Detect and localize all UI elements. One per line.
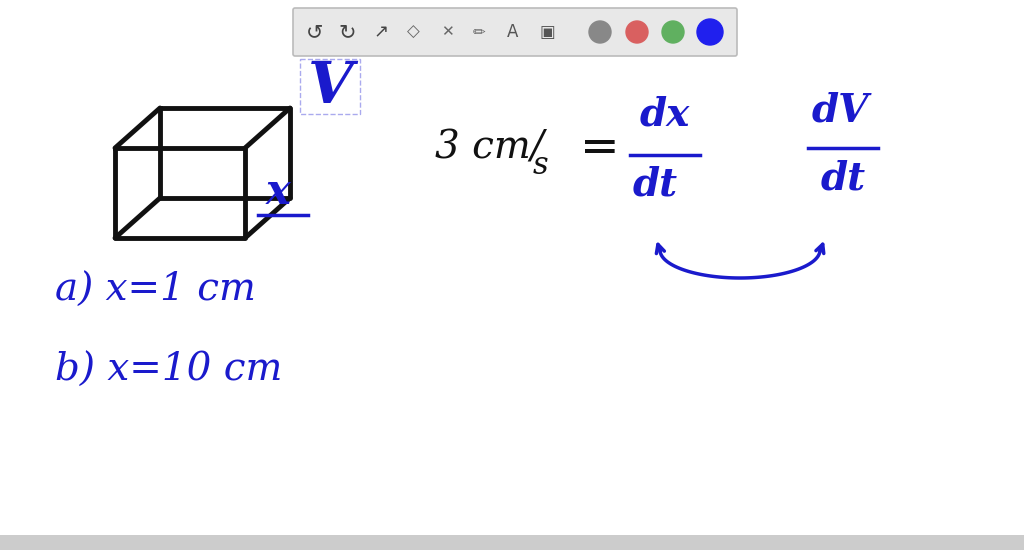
Text: ✏: ✏ bbox=[473, 25, 485, 40]
Text: ◇: ◇ bbox=[407, 23, 420, 41]
Text: ↻: ↻ bbox=[338, 22, 355, 42]
Text: =: = bbox=[581, 125, 620, 170]
Circle shape bbox=[589, 21, 611, 43]
Text: 3 cm/: 3 cm/ bbox=[435, 129, 544, 167]
Text: x: x bbox=[265, 171, 291, 213]
Text: s: s bbox=[534, 151, 549, 182]
Text: ↺: ↺ bbox=[306, 22, 324, 42]
Text: ✕: ✕ bbox=[440, 25, 454, 40]
Bar bbox=[0, 535, 1024, 550]
Text: b) x=10 cm: b) x=10 cm bbox=[55, 351, 283, 388]
Text: A: A bbox=[507, 23, 519, 41]
Text: dV: dV bbox=[811, 91, 868, 129]
Circle shape bbox=[662, 21, 684, 43]
Text: dt: dt bbox=[820, 159, 865, 197]
Text: ▣: ▣ bbox=[539, 23, 555, 41]
Text: a) x=1 cm: a) x=1 cm bbox=[55, 272, 256, 309]
Text: dt: dt bbox=[633, 166, 678, 204]
Circle shape bbox=[697, 19, 723, 45]
Circle shape bbox=[626, 21, 648, 43]
Text: dx: dx bbox=[640, 96, 690, 134]
Text: ↗: ↗ bbox=[374, 23, 388, 41]
FancyBboxPatch shape bbox=[293, 8, 737, 56]
Text: V: V bbox=[307, 59, 352, 116]
